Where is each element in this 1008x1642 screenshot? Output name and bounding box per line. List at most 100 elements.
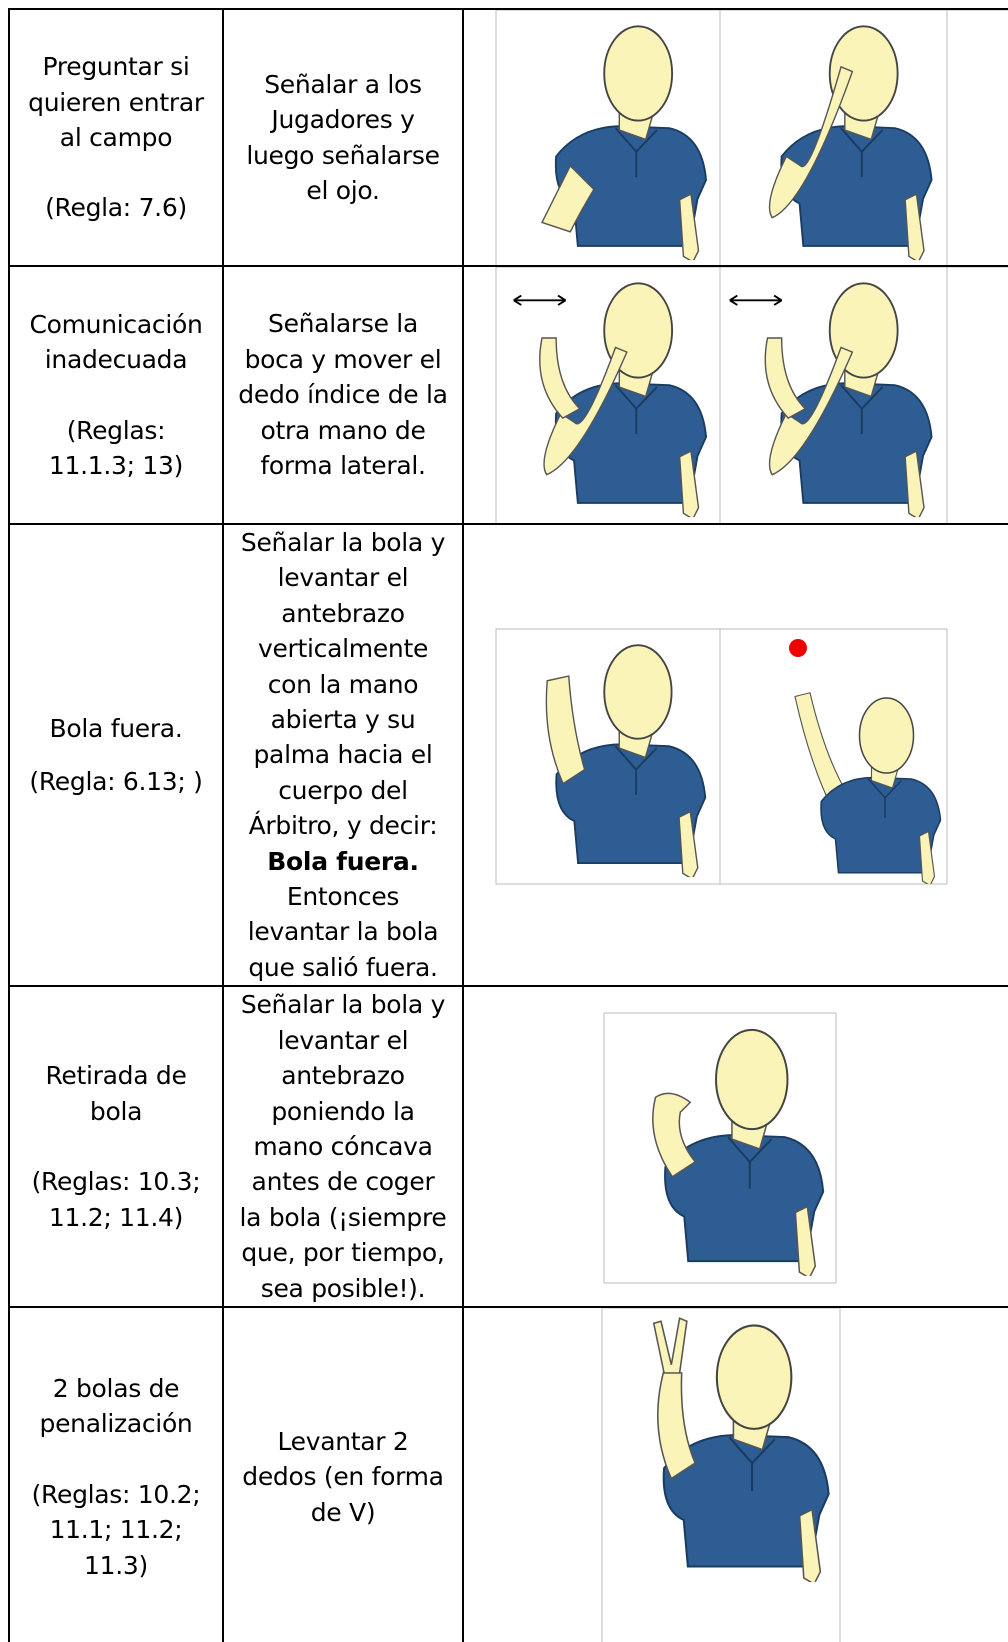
text-block: Levantar 2 dedos (en forma de V): [224, 1424, 462, 1530]
referee: [513, 282, 707, 518]
text-line: 11.3): [84, 1550, 148, 1580]
illustrations: [495, 10, 1008, 265]
image-frame: [946, 267, 1008, 523]
row: Preguntar si quieren entrar al campo (Regla…: [8, 8, 1008, 267]
referee: [794, 692, 942, 885]
text-line: Retirada de: [45, 1061, 187, 1091]
text-line: dedo índice de la: [238, 380, 448, 410]
text-block: (Reglas: 11.1.3; 13): [10, 413, 222, 484]
text-line: Árbitro, y decir:: [248, 811, 438, 841]
instruction-cell: Señalarse la boca y mover el dedo índice d…: [222, 265, 464, 525]
text-line: forma lateral.: [260, 451, 426, 481]
row: 2 bolas de penalización (Reglas: 10.2; 11.1…: [8, 1305, 1008, 1642]
arm: [545, 675, 586, 785]
text-line: (Reglas:: [66, 415, 166, 445]
text-line: que, por tiempo,: [241, 1238, 445, 1268]
illustrations: [603, 1012, 837, 1284]
text-line: poniendo la: [271, 1096, 415, 1126]
text-line: Señalar la bola y: [240, 528, 446, 557]
label-cell: Comunicación inadecuada (Reglas: 11.1.3; 13…: [8, 265, 224, 525]
text-line: (Regla: 6.13; ): [29, 767, 203, 797]
instruction-cell: Señalar a los Jugadores y luego señalarse e…: [222, 8, 464, 267]
text-line: antes de coger: [251, 1167, 435, 1197]
arm: [543, 346, 628, 476]
instruction-cell: Levantar 2 dedos (en forma de V): [222, 1305, 464, 1642]
row: Retirada de bola (Reglas: 10.3; 11.2; 11.4)…: [8, 985, 1008, 1308]
illustrations: [495, 628, 948, 885]
label-cell: Preguntar si quieren entrar al campo (Regla…: [8, 8, 224, 267]
text-line: (Reglas: 10.3;: [31, 1167, 201, 1197]
text-line: dedos (en forma: [242, 1462, 444, 1492]
arm: [539, 337, 581, 420]
ball: [789, 639, 807, 658]
text-line: cuerpo del: [278, 775, 408, 805]
text-line: que salió fuera.: [248, 952, 438, 982]
row: Bola fuera. (Regla: 6.13; ) Señalar la bol…: [8, 522, 1008, 988]
label-cell: Retirada de bola (Reglas: 10.3; 11.2; 11.4): [8, 985, 224, 1308]
image-cell: [462, 985, 1008, 1308]
instruction-cell: Señalar la bola y levantar el antebrazo pon…: [222, 985, 464, 1308]
referee: [652, 1317, 830, 1582]
text-block: Señalarse la boca y mover el dedo índice d…: [224, 306, 462, 483]
text-block: Retirada de bola: [10, 1058, 222, 1129]
text-block: (Reglas: 10.2; 11.1; 11.2; 11.3): [10, 1477, 222, 1583]
text-line: mano cóncava: [253, 1131, 433, 1161]
text-line: verticalmente: [257, 634, 429, 664]
arm: [768, 65, 854, 219]
text-line: de V): [310, 1497, 376, 1527]
text-line: Bola fuera.: [49, 713, 183, 743]
text-block: (Regla: 7.6): [10, 190, 222, 225]
text-line: levantar la bola: [247, 917, 439, 947]
image-cell: [462, 1305, 1008, 1642]
text-line: luego señalarse: [246, 140, 440, 170]
referee: [545, 644, 707, 878]
text-line: Bola fuera.: [267, 846, 419, 876]
arm: [768, 346, 854, 476]
text-line: Comunicación: [29, 309, 203, 339]
row: Comunicación inadecuada (Reglas: 11.1.3; 13…: [8, 265, 1008, 525]
arm: [652, 1092, 697, 1178]
illustrations: [495, 267, 1008, 523]
referee: [541, 25, 707, 261]
referee: [652, 1028, 825, 1276]
text-line: levantar el: [277, 563, 409, 593]
text-line: otra mano de: [260, 415, 426, 445]
text-line: penalización: [39, 1409, 193, 1439]
text-line: Jugadores y: [271, 105, 415, 135]
arm: [541, 164, 595, 233]
text-line: inadecuada: [44, 345, 188, 375]
text-line: levantar el: [277, 1025, 409, 1055]
text-line: bola: [89, 1096, 143, 1126]
text-line: el ojo.: [306, 175, 380, 205]
text-line: 11.1.3; 13): [48, 450, 184, 480]
arm: [794, 692, 849, 811]
text-line: Entonces: [286, 882, 400, 912]
text-block: Preguntar si quieren entrar al campo: [10, 49, 222, 155]
image-cell: [462, 522, 1008, 988]
text-line: 2 bolas de: [52, 1373, 180, 1403]
text-block: 2 bolas de penalización: [10, 1371, 222, 1442]
image-frame: [946, 10, 1008, 265]
arrow-head: [513, 294, 567, 306]
text-block: Señalar la bola y levantar el antebrazo pon…: [224, 987, 462, 1306]
text-line: 11.1; 11.2;: [49, 1515, 183, 1545]
referee: [729, 282, 933, 518]
text-line: (Reglas: 10.2;: [31, 1479, 201, 1509]
signals-table: Preguntar si quieren entrar al campo (Regla…: [8, 8, 1008, 1642]
text-line: Levantar 2: [277, 1426, 409, 1456]
text-block: Señalar la bola y levantar el antebrazo ver…: [224, 525, 462, 985]
image-cell: [462, 265, 1008, 525]
text-line: antebrazo: [281, 598, 405, 628]
text-line: al campo: [59, 123, 173, 152]
text-line: Señalar la bola y: [240, 990, 446, 1020]
arm: [652, 1317, 688, 1374]
label-cell: Bola fuera. (Regla: 6.13; ): [8, 522, 224, 988]
text-block: (Regla: 6.13; ): [10, 764, 222, 799]
text-line: quieren entrar: [28, 87, 204, 117]
text-line: la bola (¡siempre: [239, 1202, 447, 1232]
text-block: Comunicación inadecuada: [10, 307, 222, 378]
text-line: boca y mover el: [244, 344, 442, 374]
text-line: palma hacia el: [253, 740, 433, 770]
text-line: Señalarse la: [268, 309, 418, 339]
